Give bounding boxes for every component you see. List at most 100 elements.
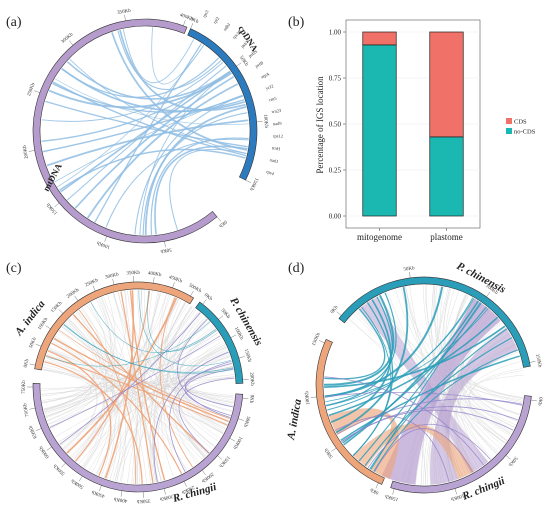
gray-link bbox=[63, 303, 189, 449]
c-rchingii-tick-label: 750Kb bbox=[22, 380, 27, 394]
mt-cp-link bbox=[74, 75, 235, 209]
purple-link bbox=[169, 360, 232, 472]
mt-cp-link bbox=[42, 95, 244, 153]
gray-link bbox=[100, 297, 162, 482]
y-tick-label: 0.25 bbox=[329, 167, 342, 175]
gray-link bbox=[60, 342, 225, 446]
c-aindica-tick-mark bbox=[74, 295, 79, 301]
cpdna-tick-mark bbox=[190, 23, 194, 29]
teal-link bbox=[352, 302, 394, 457]
c-rchingii-tick-label: 450Kb bbox=[91, 488, 106, 498]
mtdna-tick-mark bbox=[216, 216, 222, 222]
c-pchinensis-arc bbox=[195, 301, 244, 384]
purple-link bbox=[184, 362, 234, 408]
purple-link bbox=[324, 376, 485, 466]
mtdna-tick-mark bbox=[104, 236, 107, 242]
y-axis-title: Percentage of IGS location bbox=[315, 76, 325, 174]
c-rchingii-tick-mark bbox=[183, 481, 187, 487]
d-aindica-tick-mark bbox=[375, 482, 379, 489]
c-rchingii-tick-mark bbox=[99, 485, 102, 492]
y-tick-label: 0.75 bbox=[329, 75, 342, 83]
c-rchingii-tick-label: 100Kb bbox=[231, 435, 242, 450]
teal-link bbox=[324, 308, 386, 380]
panel-c-label: (c) bbox=[6, 261, 22, 276]
gray-link bbox=[83, 353, 230, 468]
cpdna-tick-label: 50Kb bbox=[238, 55, 249, 67]
bar-no-cds-mitogenome bbox=[362, 44, 397, 217]
gray-link bbox=[44, 359, 224, 434]
teal-link bbox=[147, 290, 217, 352]
c-aindica-tick-mark bbox=[92, 285, 96, 292]
gray-link bbox=[41, 328, 216, 395]
d-pchinensis-arc bbox=[338, 276, 531, 368]
teal-link bbox=[324, 325, 506, 388]
c-aindica-tick-mark bbox=[29, 363, 36, 366]
purple-link bbox=[59, 312, 201, 445]
purple-link bbox=[324, 392, 523, 406]
c-aindica-tick-label: 400Kb bbox=[147, 271, 162, 278]
mtdna-tick-label: 200Kb bbox=[23, 144, 30, 159]
d-aindica-tick-label: 150Kb bbox=[312, 332, 322, 347]
cpdna-tick-label: 0Kb bbox=[189, 17, 199, 25]
teal-link bbox=[63, 323, 234, 374]
mtdna-tick-label: 400Kb bbox=[179, 13, 194, 23]
gene-label: nad9 bbox=[273, 121, 283, 126]
c-rchingii-tick-mark bbox=[29, 407, 36, 410]
mtdna-tick-label: 150Kb bbox=[46, 201, 59, 215]
c-aindica-tick-label: 500Kb bbox=[188, 283, 203, 294]
d-pchinensis-tick-mark bbox=[529, 361, 536, 363]
d-aindica-tick-label: 50Kb bbox=[324, 447, 335, 459]
mt-cp-link bbox=[61, 68, 246, 112]
d-rchingii-tick-label: 0Kb bbox=[536, 397, 542, 407]
mt-cp-link bbox=[69, 58, 247, 154]
c-rchingii-tick-label: 0Kb bbox=[248, 394, 254, 404]
mtdna-tick-mark bbox=[34, 90, 40, 93]
panel-d-arcs: 0Kb 50Kb 100Kb 150Kb 0Kb 50Kb 100Kb 150Kb 0Kb 50K… bbox=[305, 266, 543, 501]
y-tick-label: 0.50 bbox=[329, 121, 342, 129]
legend-label-cds: CDS bbox=[514, 119, 527, 126]
cpdna-label: cpDNA bbox=[236, 24, 260, 54]
gray-link bbox=[82, 307, 114, 473]
gray-link bbox=[47, 297, 112, 422]
gray-link bbox=[160, 295, 228, 425]
gray-link bbox=[58, 355, 230, 443]
mt-cp-link bbox=[154, 145, 248, 235]
legend-swatch-nocds bbox=[506, 128, 512, 134]
gray-link bbox=[77, 311, 208, 455]
gene-label: rrn5 bbox=[269, 96, 278, 103]
mt-cp-link bbox=[66, 65, 227, 201]
c-aindica-tick-label: 300Kb bbox=[105, 272, 120, 280]
c-aindica-tick-label: 250Kb bbox=[85, 278, 100, 288]
gray-link bbox=[144, 291, 153, 484]
mtdna-arc bbox=[32, 18, 218, 244]
c-rchingii-tick-mark bbox=[238, 418, 244, 421]
purple-link bbox=[367, 423, 491, 469]
purple-link bbox=[153, 351, 229, 483]
d-pchinensis-tick-label: 150Kb bbox=[534, 354, 542, 369]
panel-a-label: (a) bbox=[6, 15, 22, 30]
c-rchingii-tick-label: 400Kb bbox=[113, 496, 128, 503]
c-aindica-tick-mark bbox=[172, 282, 175, 288]
mtdna-tick-label: 350Kb bbox=[117, 9, 132, 16]
gray-link bbox=[473, 374, 524, 401]
mt-cp-link bbox=[119, 29, 246, 112]
c-aindica-label: A. indica bbox=[12, 298, 48, 339]
mt-cp-link bbox=[169, 148, 247, 230]
c-aindica-tick-label: 100Kb bbox=[38, 317, 50, 332]
c-pchinensis-tick-label: 150Kb bbox=[243, 348, 252, 363]
c-aindica-tick-label: 0Kb bbox=[24, 358, 31, 368]
teal-link bbox=[330, 299, 392, 423]
mtdna-tick-mark bbox=[28, 150, 35, 152]
purple-link bbox=[334, 415, 450, 482]
x-tick-labels: mitogenome plastome bbox=[357, 228, 463, 242]
c-aindica-tick-label: 50Kb bbox=[29, 336, 38, 349]
teal-link bbox=[358, 302, 482, 462]
d-rchingii-tick-label: 50Kb bbox=[507, 455, 518, 467]
gene-label: psbT bbox=[240, 39, 250, 49]
mt-cp-link bbox=[139, 71, 231, 235]
panel-d-links bbox=[323, 285, 524, 485]
gray-link bbox=[42, 369, 224, 433]
orange-link bbox=[75, 290, 151, 462]
orange-link bbox=[44, 361, 143, 484]
